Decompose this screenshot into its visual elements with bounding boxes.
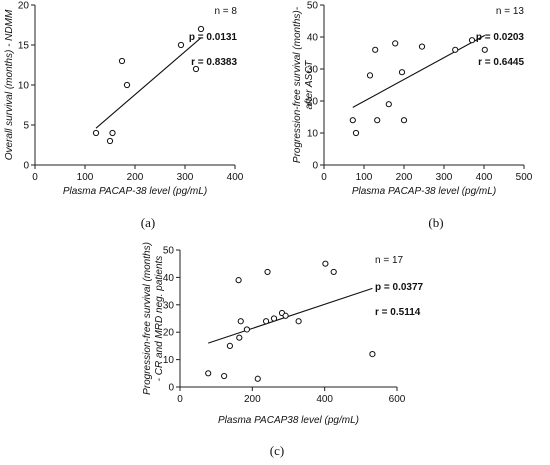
data-point bbox=[123, 81, 131, 89]
y-tick-label: 20 bbox=[18, 1, 30, 12]
x-tick-label: 400 bbox=[316, 394, 333, 405]
data-point bbox=[418, 43, 426, 50]
y-tick-label: 0 bbox=[168, 383, 174, 394]
p-value-label: p = 0.0131 bbox=[189, 32, 238, 43]
y-tick-label: 20 bbox=[307, 97, 319, 108]
y-tick-label: 40 bbox=[163, 273, 175, 284]
x-tick-label: 500 bbox=[516, 172, 533, 183]
y-axis-label-line: Progression-free survival (months)- bbox=[292, 6, 303, 163]
data-point bbox=[468, 37, 476, 44]
regression-line bbox=[352, 34, 486, 108]
r-value-label: r = 0.5114 bbox=[375, 307, 421, 318]
y-tick-label: 50 bbox=[163, 246, 175, 257]
y-tick-label: 10 bbox=[18, 81, 30, 92]
y-tick-label: 30 bbox=[307, 65, 319, 76]
data-point bbox=[322, 260, 329, 267]
panel-c: 0 10 20 30 40 50 0 200 400 600 Plasma PACAP38 leve… bbox=[142, 242, 424, 458]
regression-line bbox=[95, 37, 202, 129]
panel-caption: (a) bbox=[141, 215, 155, 230]
data-point bbox=[236, 334, 243, 341]
data-point bbox=[352, 129, 360, 137]
x-tick-label: 300 bbox=[436, 172, 453, 183]
x-tick-label: 0 bbox=[32, 172, 38, 183]
data-point bbox=[235, 277, 242, 284]
r-value-label: r = 0.6445 bbox=[478, 57, 524, 68]
panel-caption: (c) bbox=[270, 443, 284, 458]
data-point bbox=[400, 117, 408, 124]
y-tick-label: 5 bbox=[23, 121, 29, 132]
n-label: n = 13 bbox=[496, 6, 525, 17]
data-point bbox=[369, 351, 376, 358]
x-tick-label: 100 bbox=[77, 172, 94, 183]
x-tick-label: 600 bbox=[389, 394, 406, 405]
data-point bbox=[177, 41, 185, 49]
data-point bbox=[330, 268, 337, 276]
x-axis-label: Plasma PACAP38 level (pg/mL) bbox=[218, 415, 359, 426]
data-point bbox=[481, 46, 488, 53]
p-value-label: p = 0.0377 bbox=[375, 282, 424, 293]
x-tick-label: 100 bbox=[356, 172, 373, 183]
data-point bbox=[109, 129, 116, 137]
n-label: n = 8 bbox=[214, 6, 237, 17]
p-value-label: p = 0.0203 bbox=[476, 32, 525, 43]
x-tick-label: 0 bbox=[177, 394, 183, 405]
data-point bbox=[237, 318, 244, 325]
x-tick-label: 300 bbox=[177, 172, 194, 183]
y-tick-label: 20 bbox=[163, 328, 175, 339]
data-point bbox=[197, 25, 205, 33]
data-point bbox=[366, 72, 374, 79]
y-tick-label: 10 bbox=[163, 355, 175, 366]
data-point bbox=[254, 375, 261, 382]
data-point bbox=[106, 137, 114, 145]
data-point bbox=[295, 318, 302, 325]
y-tick-label: 50 bbox=[307, 1, 319, 12]
data-point bbox=[264, 268, 271, 276]
data-point bbox=[118, 57, 126, 65]
x-tick-label: 400 bbox=[227, 172, 244, 183]
x-tick-label: 200 bbox=[127, 172, 144, 183]
data-point bbox=[221, 372, 228, 380]
y-tick-label: 40 bbox=[307, 33, 319, 44]
x-tick-label: 400 bbox=[476, 172, 493, 183]
data-point bbox=[392, 40, 399, 47]
data-point bbox=[349, 117, 356, 124]
data-point bbox=[452, 46, 459, 53]
data-point bbox=[282, 312, 289, 319]
y-axis-label-line: after ASCT bbox=[304, 60, 315, 110]
data-point bbox=[372, 46, 379, 53]
y-axis-label-line: - CR and MRD neg. patients bbox=[154, 256, 165, 382]
x-tick-label: 200 bbox=[244, 394, 261, 405]
data-point bbox=[398, 69, 406, 76]
panel-caption: (b) bbox=[428, 215, 443, 230]
regression-line bbox=[208, 287, 373, 344]
data-point bbox=[374, 117, 381, 124]
data-point bbox=[270, 315, 278, 322]
data-point bbox=[205, 370, 212, 377]
n-label: n = 17 bbox=[375, 255, 404, 266]
y-axis-label-line: Progression-free survival (months) bbox=[142, 242, 153, 395]
x-tick-label: 200 bbox=[396, 172, 413, 183]
y-tick-label: 15 bbox=[18, 41, 30, 52]
y-axis-label: Overall survival (months) - NDMM bbox=[4, 9, 15, 160]
data-point bbox=[262, 318, 270, 325]
r-value-label: r = 0.8383 bbox=[191, 57, 237, 68]
data-point bbox=[192, 65, 200, 73]
data-point bbox=[243, 326, 251, 333]
y-tick-label: 30 bbox=[163, 300, 175, 311]
data-point bbox=[92, 129, 100, 137]
y-tick-label: 10 bbox=[307, 129, 319, 140]
data-point bbox=[385, 101, 392, 108]
x-axis-label: Plasma PACAP-38 level (pg/mL) bbox=[352, 186, 496, 197]
y-tick-label: 0 bbox=[312, 161, 318, 172]
x-axis-label: Plasma PACAP-38 level (pg/mL) bbox=[63, 186, 207, 197]
data-point bbox=[226, 342, 234, 349]
y-tick-label: 0 bbox=[23, 161, 29, 172]
x-tick-label: 0 bbox=[321, 172, 327, 183]
